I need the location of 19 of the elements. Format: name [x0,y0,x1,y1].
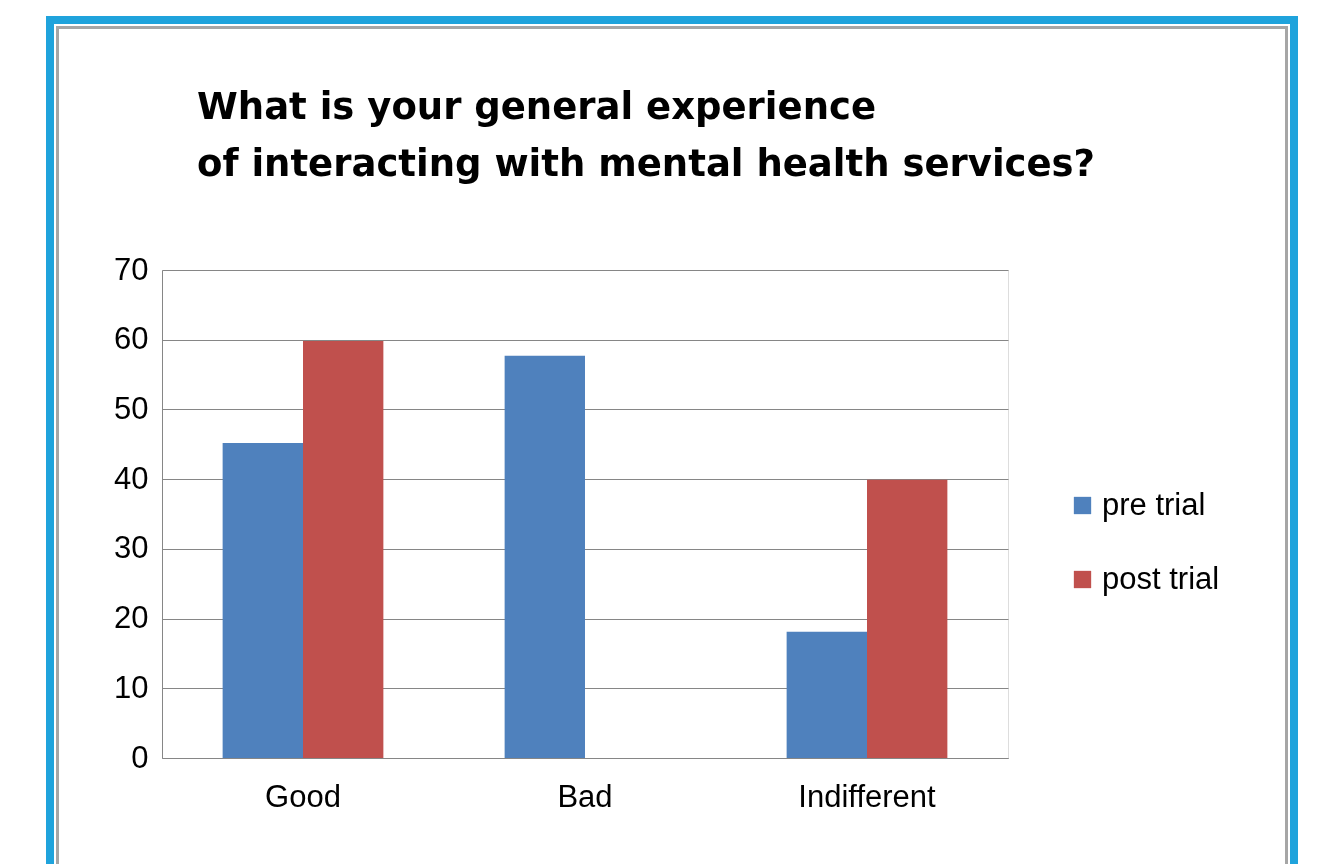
y-tick-label: 30 [114,530,149,566]
y-tick-label: 50 [114,390,149,426]
bar [867,479,948,758]
y-tick-label: 20 [114,600,149,636]
y-tick-label: 10 [114,669,149,705]
y-tick-label: 0 [131,739,149,775]
x-tick-label: Bad [557,778,613,814]
bar [303,341,384,758]
y-tick-label: 40 [114,460,149,496]
bar [786,631,867,758]
bar [222,442,303,758]
y-tick-label: 60 [114,321,149,357]
y-tick-label: 70 [114,251,149,287]
bar [504,355,585,758]
legend-label: pre trial [1102,486,1206,522]
legend-label: post trial [1102,560,1220,596]
x-tick-label: Indifferent [798,778,937,814]
chart-title: What is your general experience of interacting with mental health services? [197,85,1096,185]
x-tick-label: Good [265,778,341,814]
